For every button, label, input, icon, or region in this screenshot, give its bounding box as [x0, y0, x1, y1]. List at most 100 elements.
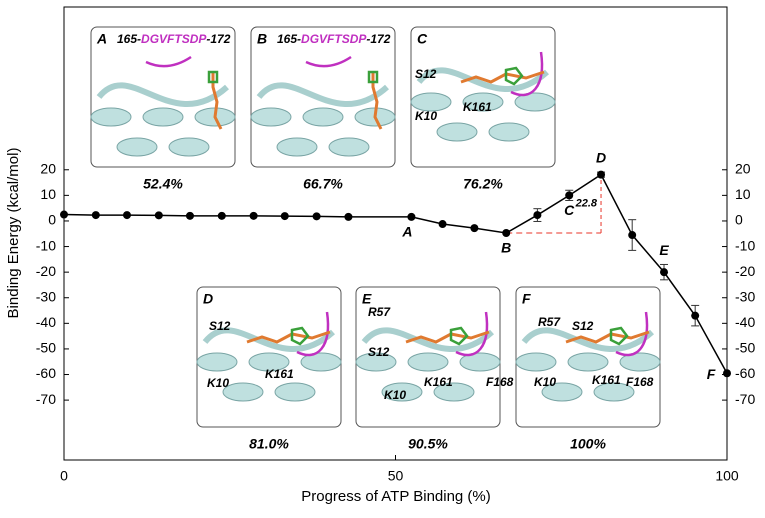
data-point — [438, 220, 447, 229]
point-label: F — [707, 366, 716, 382]
data-point — [344, 212, 353, 221]
inset-caption: 76.2% — [463, 176, 503, 192]
inset-letter: B — [257, 31, 267, 47]
residue-label: K10 — [534, 375, 556, 389]
helix — [541, 382, 583, 402]
data-point — [154, 211, 163, 220]
residue-label: K10 — [384, 388, 406, 402]
y-axis-label: Binding Energy (kcal/mol) — [5, 148, 22, 319]
data-point — [691, 311, 700, 320]
inset-caption: 90.5% — [408, 436, 448, 452]
data-point — [217, 211, 226, 220]
y-tick-label-right: -20 — [735, 263, 755, 279]
data-point — [407, 212, 416, 221]
helix — [514, 92, 556, 112]
y-tick-label: -50 — [36, 340, 56, 356]
helix — [593, 382, 635, 402]
loop — [202, 327, 335, 353]
atp — [565, 330, 650, 344]
helix — [433, 382, 475, 402]
loop — [96, 82, 229, 108]
helix — [515, 352, 557, 372]
helix — [248, 352, 290, 372]
peptide-part: -172 — [366, 32, 390, 46]
y-tick-label-right: -10 — [735, 237, 755, 253]
peptide-part: DGVFTSDP — [301, 32, 367, 46]
point-label: A — [401, 224, 412, 240]
y-tick-label-right: -70 — [735, 391, 755, 407]
residue-label: K161 — [424, 375, 453, 389]
peptide-loop — [145, 55, 192, 68]
x-tick-label: 0 — [60, 468, 68, 484]
peptide-loop — [455, 311, 489, 357]
y-tick-label-right: -30 — [735, 288, 755, 304]
inset-letter: D — [203, 291, 213, 307]
inset: A 165-DGVFTSDP-172 52.4% — [90, 26, 236, 192]
helix — [567, 352, 609, 372]
data-point — [312, 212, 321, 221]
residue-label: K161 — [463, 100, 492, 114]
residue-label: R57 — [368, 305, 391, 319]
y-tick-label: -10 — [36, 237, 56, 253]
residue-label: K10 — [415, 109, 437, 123]
inset: D S12 K10 K161 81.0% — [196, 286, 342, 452]
helix — [619, 352, 661, 372]
y-tick-label: -60 — [36, 365, 56, 381]
loop — [521, 327, 654, 353]
residue-label: S12 — [415, 67, 437, 81]
helix — [116, 137, 158, 157]
y-tick-label-right: -50 — [735, 340, 755, 356]
data-point — [91, 211, 100, 220]
inset: F R57 S12 K10 K161 F168 100% — [515, 286, 661, 452]
y-tick-label: -40 — [36, 314, 56, 330]
data-point — [660, 268, 669, 277]
peptide-loop — [615, 311, 649, 357]
helix — [459, 352, 501, 372]
peptide-part: -172 — [206, 32, 230, 46]
y-tick-label-right: -60 — [735, 365, 755, 381]
point-label: C — [564, 202, 575, 218]
y-tick-label: 10 — [40, 186, 56, 202]
y-tick-label: 20 — [40, 160, 56, 176]
residue-label: K161 — [265, 367, 294, 381]
data-point — [533, 211, 542, 220]
peptide-loop — [305, 55, 352, 68]
point-label: D — [596, 149, 606, 165]
data-point — [470, 224, 479, 233]
residue-label: K10 — [207, 376, 229, 390]
inset-letter: E — [362, 291, 372, 307]
atp — [460, 70, 545, 84]
atp-ring — [504, 66, 524, 86]
helix — [142, 107, 184, 127]
atp — [246, 330, 331, 344]
inset-caption: 52.4% — [143, 176, 183, 192]
inset-caption: 66.7% — [303, 176, 343, 192]
y-tick-label: -30 — [36, 288, 56, 304]
residue-label: F168 — [626, 375, 654, 389]
data-point — [60, 210, 68, 219]
peptide-label: 165-DGVFTSDP-172 — [277, 32, 391, 46]
atp-ring — [207, 70, 219, 84]
atp-ring — [609, 326, 629, 346]
inset-caption: 100% — [570, 436, 606, 452]
y-tick-label-right: 20 — [735, 160, 751, 176]
y-tick-label: -20 — [36, 263, 56, 279]
peptide-loop — [510, 51, 544, 97]
data-point — [565, 191, 574, 200]
helix — [436, 122, 478, 142]
residue-label: R57 — [538, 315, 561, 329]
residue-label: S12 — [368, 345, 390, 359]
loop — [256, 82, 389, 108]
helix — [274, 382, 316, 402]
data-point — [185, 211, 194, 220]
helix — [222, 382, 264, 402]
helix — [410, 92, 452, 112]
peptide-label: 165-DGVFTSDP-172 — [117, 32, 231, 46]
inset: C S12 K161 K10 76.2% — [410, 26, 556, 192]
helix — [488, 122, 530, 142]
y-tick-label: 0 — [48, 212, 56, 228]
residue-label: S12 — [209, 319, 231, 333]
atp-ring — [449, 326, 469, 346]
residue-label: F168 — [486, 375, 514, 389]
data-point — [122, 211, 131, 220]
